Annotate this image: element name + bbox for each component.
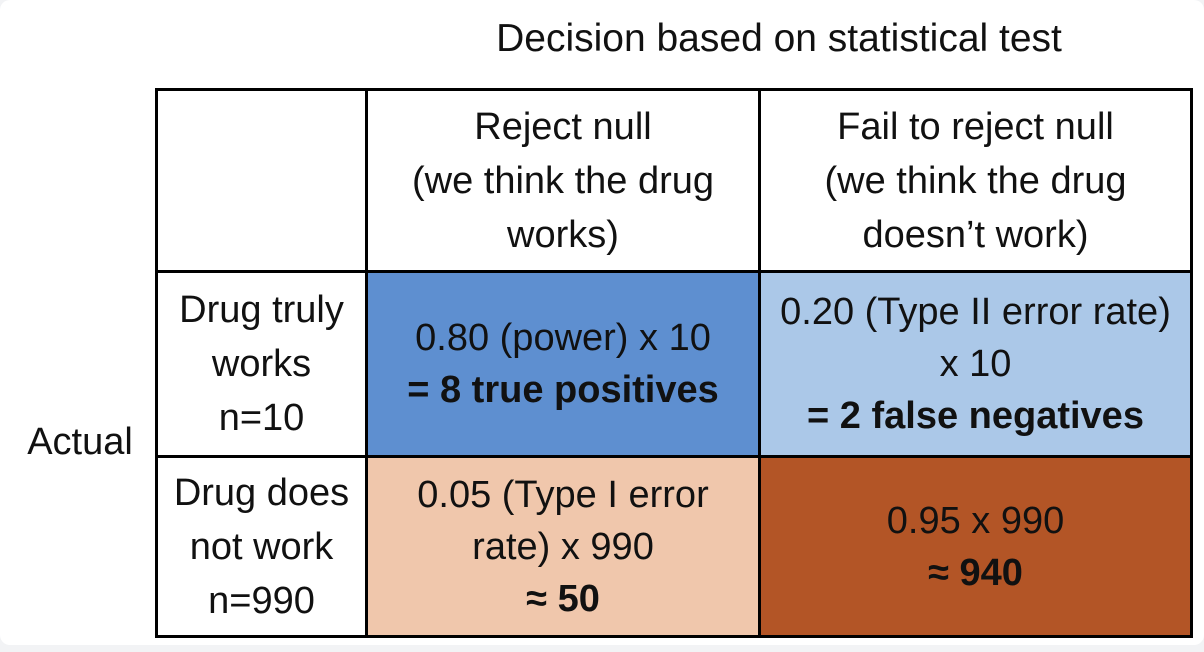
text-line: doesn’t work) — [862, 213, 1089, 256]
text-line: 0.20 (Type II error rate) — [780, 291, 1171, 333]
text-line: Fail to reject null — [837, 105, 1114, 148]
text-line: Drug truly — [179, 289, 344, 331]
text-line: works — [211, 343, 312, 385]
drug-not-work-row: Drug does not work n=990 0.05 (Type I er… — [155, 455, 1193, 638]
table-title: Decision based on statistical test — [496, 17, 1062, 60]
text-line: Reject null — [474, 105, 652, 148]
text-line: x 10 — [939, 343, 1012, 385]
text-line: n=990 — [208, 579, 315, 622]
cell-true-negatives: 0.95 x 990 ≈ 940 — [758, 455, 1193, 638]
text-line: 0.95 x 990 — [886, 499, 1065, 542]
column-header-reject-null: Reject null (we think the drug works) — [365, 88, 761, 273]
text-line: not work — [189, 525, 334, 568]
cell-false-negatives: 0.20 (Type II error rate) x 10 = 2 false… — [758, 270, 1193, 458]
text-line: 0.05 (Type I error — [417, 473, 709, 516]
row-header-drug-does-not-work: Drug does not work n=990 — [155, 455, 368, 638]
cell-true-positives: 0.80 (power) x 10 = 8 true positives — [365, 270, 761, 458]
text-line: rate) x 990 — [472, 525, 654, 568]
text-line: n=10 — [218, 397, 305, 439]
text-line: (we think the drug — [411, 159, 715, 202]
text-line: Drug does — [173, 471, 350, 514]
column-header-fail-to-reject: Fail to reject null (we think the drug d… — [758, 88, 1193, 273]
text-line: (we think the drug — [824, 159, 1127, 202]
row-header-drug-truly-works: Drug truly works n=10 — [155, 270, 368, 458]
text-line: 0.80 (power) x 10 — [415, 317, 711, 359]
corner-spacer-cell — [155, 88, 368, 273]
column-header-row: Reject null (we think the drug works) Fa… — [155, 88, 1193, 273]
decision-matrix-table: Reject null (we think the drug works) Fa… — [155, 88, 1193, 638]
actual-axis-label: Actual — [27, 421, 133, 463]
result-line: = 8 true positives — [407, 369, 719, 411]
result-line: ≈ 50 — [526, 577, 600, 620]
text-line: works) — [507, 213, 619, 256]
result-line: = 2 false negatives — [807, 395, 1144, 437]
result-line: ≈ 940 — [928, 551, 1023, 594]
cell-false-positives: 0.05 (Type I error rate) x 990 ≈ 50 — [365, 455, 761, 638]
drug-works-row: Drug truly works n=10 0.80 (power) x 10 … — [155, 270, 1193, 458]
